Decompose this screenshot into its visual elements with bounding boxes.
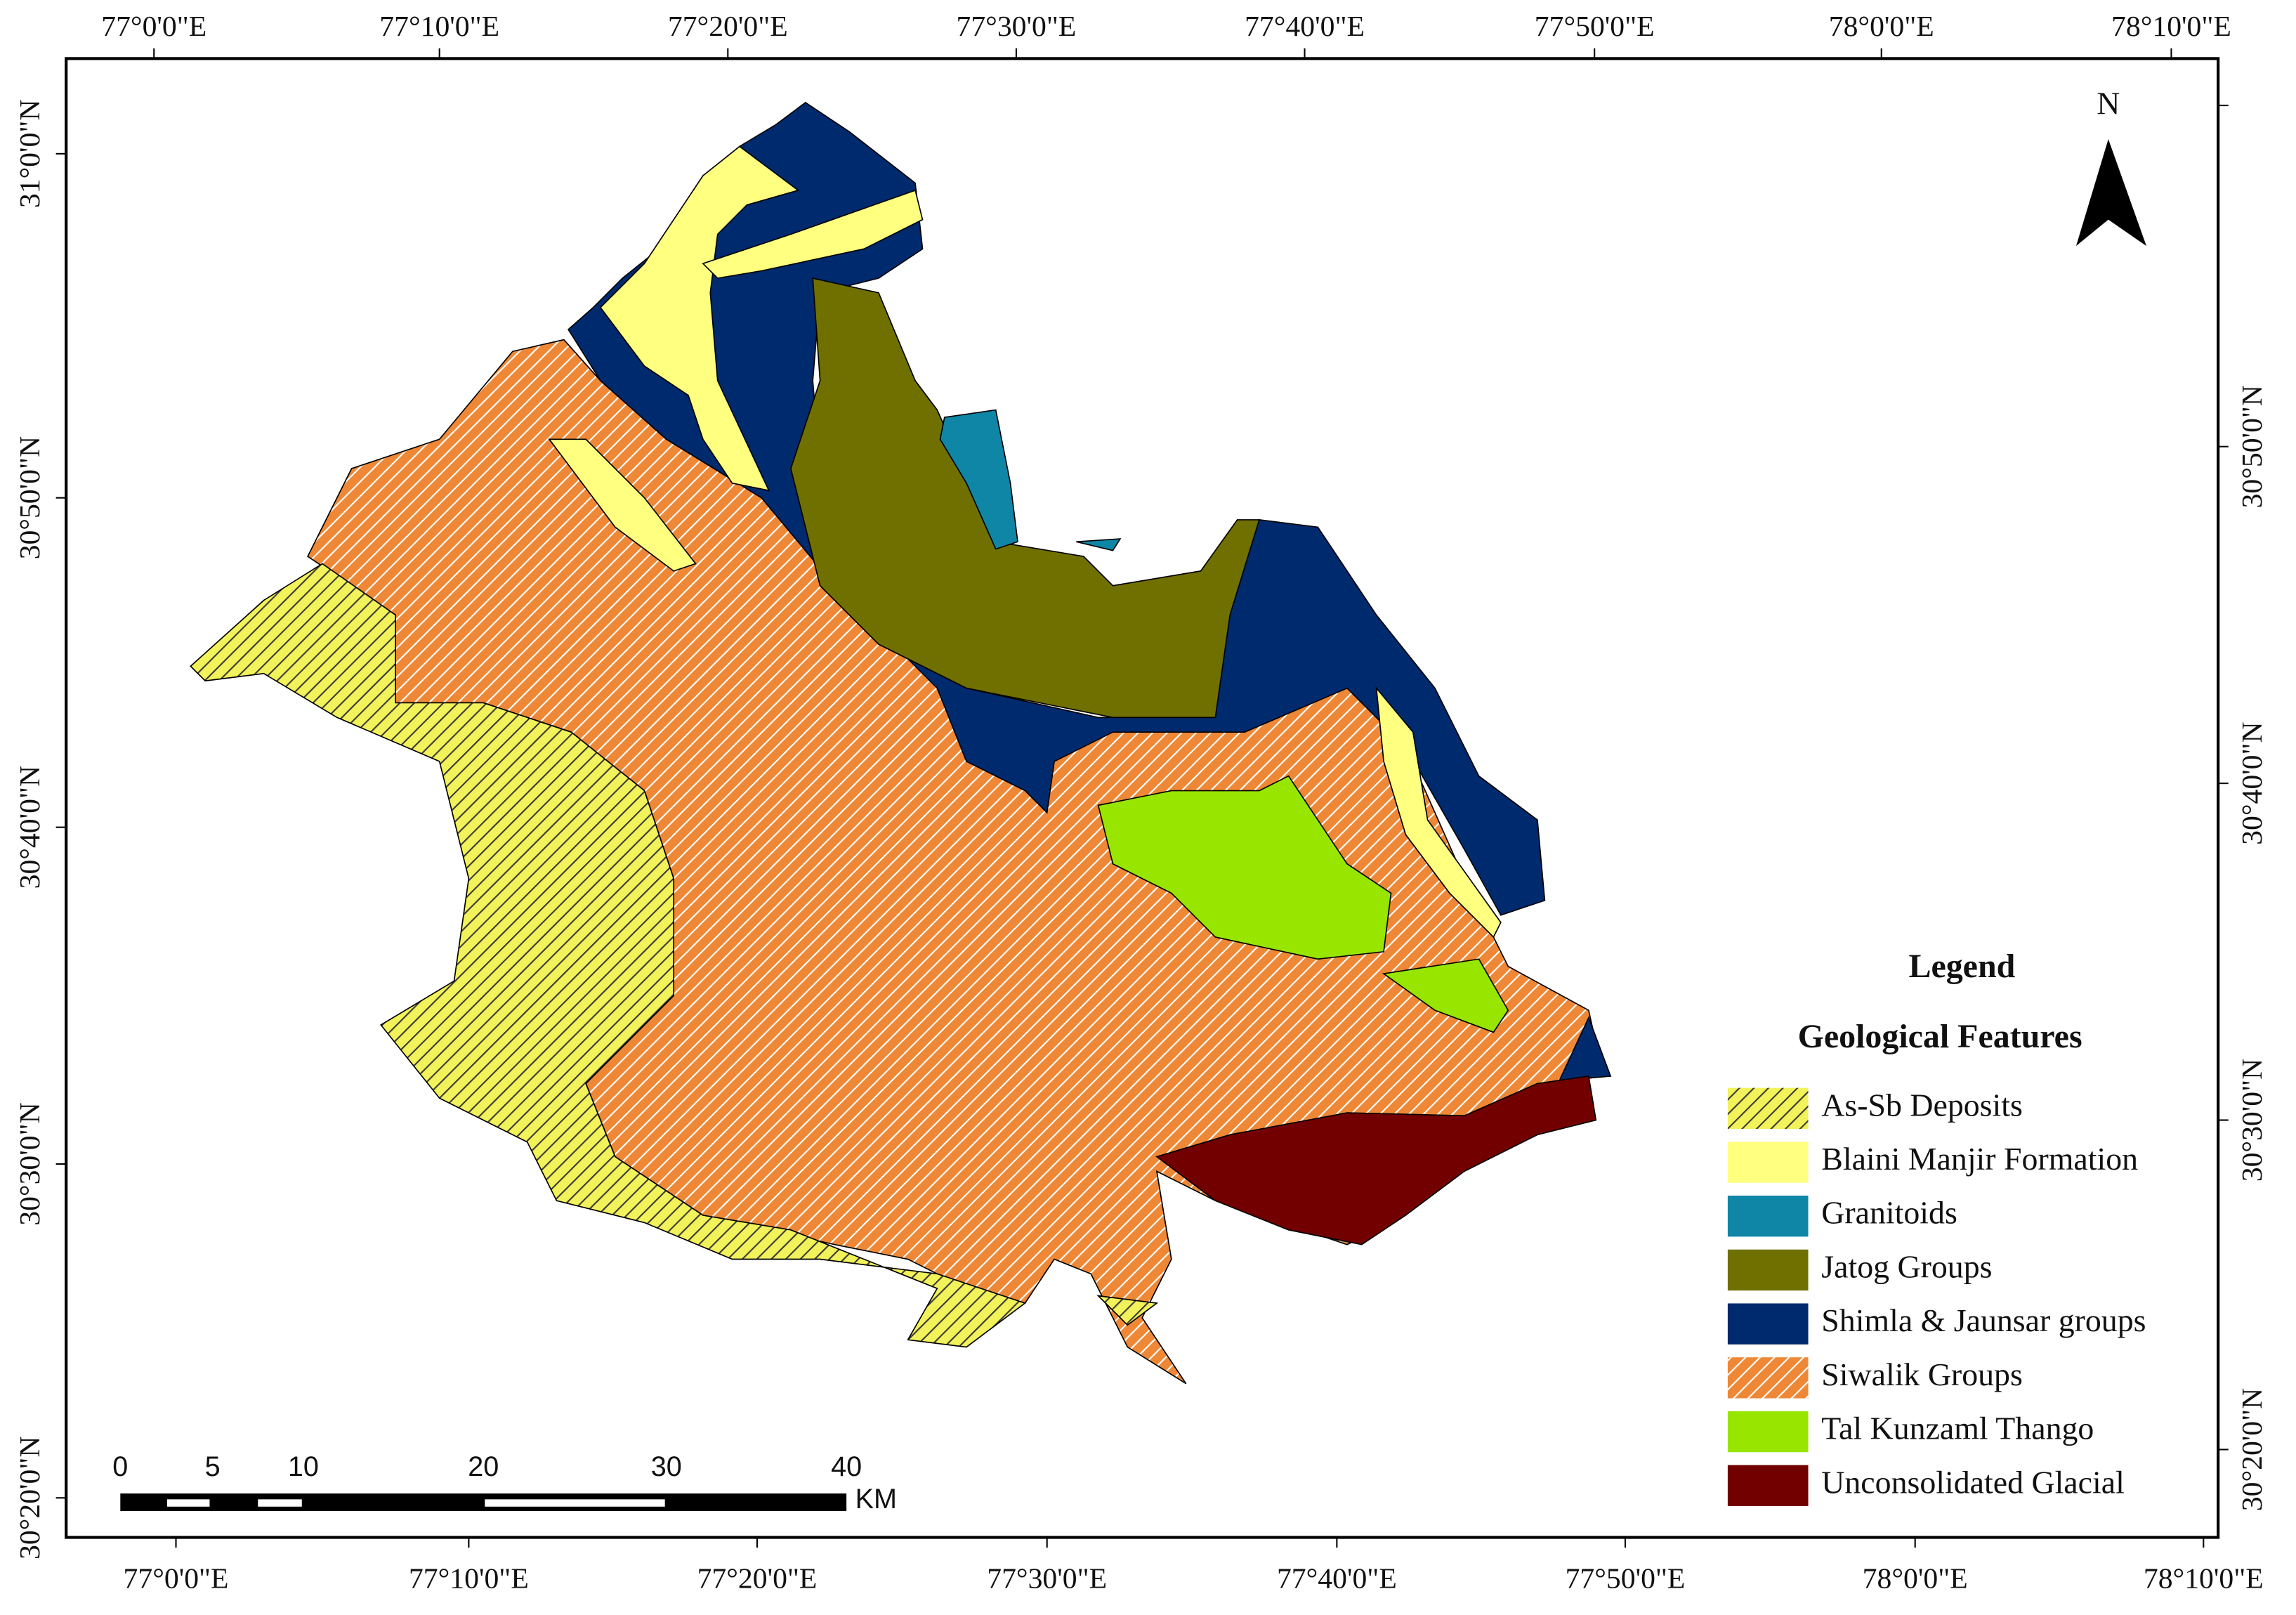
legend-label: Jatog Groups <box>1821 1248 1992 1284</box>
bottom-label: 77°20'0"E <box>697 1563 818 1595</box>
scale-bar-gap <box>485 1499 665 1507</box>
legend-swatch <box>1727 1303 1809 1345</box>
right-label: 30°40'0"N <box>2236 721 2269 844</box>
legend-subtitle: Geological Features <box>1798 1018 2082 1055</box>
top-label: 77°0'0"E <box>101 11 206 43</box>
top-label: 78°0'0"E <box>1829 11 1934 43</box>
blaini <box>599 145 800 492</box>
legend-label: Shimla & Jaunsar groups <box>1821 1302 2146 1338</box>
top-label: 77°30'0"E <box>956 11 1076 43</box>
legend-label: Tal Kunzaml Thango <box>1821 1411 2094 1446</box>
legend-swatch <box>1727 1142 1809 1183</box>
bottom-label: 77°30'0"E <box>987 1563 1107 1595</box>
scale-unit: KM <box>855 1484 897 1515</box>
scale-label: 0 <box>112 1451 128 1482</box>
top-label: 77°10'0"E <box>379 11 499 43</box>
legend-swatch <box>1727 1087 1809 1130</box>
legend-label: Unconsolidated Glacial <box>1821 1464 2125 1500</box>
scale-label: 30 <box>651 1451 682 1482</box>
scale-bar <box>120 1493 847 1512</box>
top-label: 78°10'0"E <box>2111 11 2231 43</box>
geology-units <box>190 101 1612 1385</box>
scale-bar-base <box>120 1493 847 1512</box>
bottom-label: 77°0'0"E <box>124 1563 229 1595</box>
scale-label: 20 <box>468 1451 499 1482</box>
right-label: 30°50'0"N <box>2236 385 2269 508</box>
scale-label: 5 <box>205 1451 221 1482</box>
right-label: 30°20'0"N <box>2236 1388 2269 1511</box>
bottom-label: 77°40'0"E <box>1277 1563 1397 1595</box>
granitoids <box>939 409 1018 550</box>
bottom-label: 78°0'0"E <box>1863 1563 1968 1595</box>
top-label: 77°40'0"E <box>1245 11 1365 43</box>
top-label: 77°20'0"E <box>668 11 788 43</box>
scale-bar-gap <box>258 1499 302 1507</box>
north-label: N <box>2097 86 2120 122</box>
scale-bar-gap <box>167 1499 210 1507</box>
bottom-label: 77°10'0"E <box>409 1563 529 1595</box>
tal-kunzaml <box>1097 775 1392 960</box>
tal-kunzaml <box>1382 958 1509 1033</box>
left-label: 31°0'0"N <box>14 100 46 209</box>
north-arrow <box>2075 139 2147 247</box>
legend-label: Siwalik Groups <box>1821 1356 2023 1392</box>
bottom-label: 78°10'0"E <box>2144 1563 2264 1595</box>
blaini <box>1375 686 1502 939</box>
scale-label: 40 <box>831 1451 862 1482</box>
top-label: 77°50'0"E <box>1535 11 1655 43</box>
granitoids <box>1076 538 1122 551</box>
legend-label: Granitoids <box>1821 1195 1957 1231</box>
left-label: 30°30'0"N <box>14 1102 46 1225</box>
legend-label: Blaini Manjir Formation <box>1821 1141 2138 1177</box>
legend-swatch <box>1727 1249 1809 1291</box>
legend-label: As-Sb Deposits <box>1821 1087 2023 1123</box>
legend-title: Legend <box>1908 948 2015 985</box>
left-label: 30°20'0"N <box>14 1437 46 1560</box>
shimla <box>568 101 1546 916</box>
map-frame <box>65 57 2220 1539</box>
blaini <box>702 189 924 279</box>
left-label: 30°50'0"N <box>14 436 46 559</box>
legend-swatch <box>1727 1196 1809 1237</box>
right-label: 30°30'0"N <box>2236 1059 2269 1182</box>
as-sb <box>190 563 1027 1348</box>
blaini <box>548 438 697 572</box>
jatog <box>790 277 1261 719</box>
legend-swatch <box>1727 1411 1809 1453</box>
bottom-label: 77°50'0"E <box>1566 1563 1686 1595</box>
glacial <box>1155 1075 1597 1245</box>
as-sb <box>1096 1295 1159 1326</box>
legend-swatch <box>1727 1357 1809 1399</box>
legend-swatch <box>1727 1465 1809 1506</box>
left-label: 30°40'0"N <box>14 766 46 889</box>
scale-label: 10 <box>288 1451 319 1482</box>
